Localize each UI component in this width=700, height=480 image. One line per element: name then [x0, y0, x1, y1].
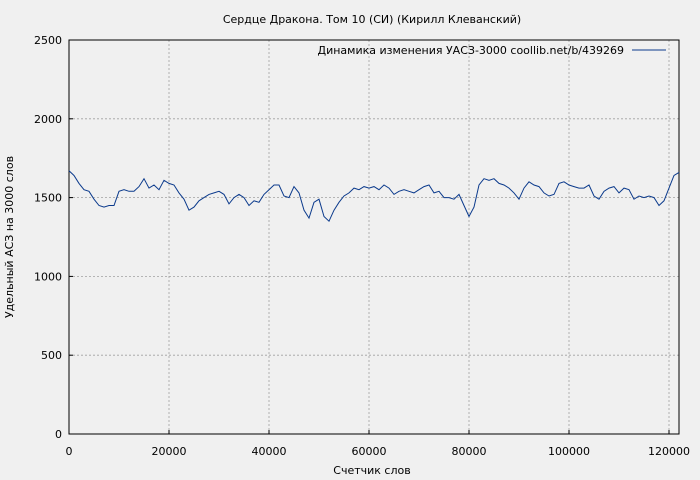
plot-area: [68, 170, 680, 223]
plot-frame: [68, 39, 680, 435]
x-tick-label: 20000: [152, 445, 187, 458]
series-line: [68, 170, 680, 223]
gridlines: [69, 40, 679, 434]
legend: Динамика изменения УАСЗ-3000 coollib.net…: [318, 44, 666, 57]
y-tick-label: 2000: [34, 113, 62, 126]
x-tick-label: 60000: [352, 445, 387, 458]
x-tick-label: 120000: [648, 445, 690, 458]
x-tick-label: 0: [66, 445, 73, 458]
x-tick-label: 40000: [252, 445, 287, 458]
x-tick-label: 80000: [452, 445, 487, 458]
y-tick-label: 1000: [34, 270, 62, 283]
y-tick-label: 0: [55, 428, 62, 441]
y-tick-label: 1500: [34, 192, 62, 205]
x-axis-title: Счетчик слов: [333, 464, 410, 477]
y-axis-title: Удельный АСЗ на 3000 слов: [3, 156, 16, 318]
legend-label: Динамика изменения УАСЗ-3000 coollib.net…: [318, 44, 625, 57]
x-tick-label: 100000: [548, 445, 590, 458]
y-tick-label: 500: [41, 349, 62, 362]
axis-ticks: 0 20000 40000 60000 80000 100000 120000 0 500 100…: [34, 34, 690, 458]
y-tick-label: 2500: [34, 34, 62, 47]
chart-title: Сердце Дракона. Том 10 (СИ) (Кирилл Клев…: [223, 13, 521, 26]
